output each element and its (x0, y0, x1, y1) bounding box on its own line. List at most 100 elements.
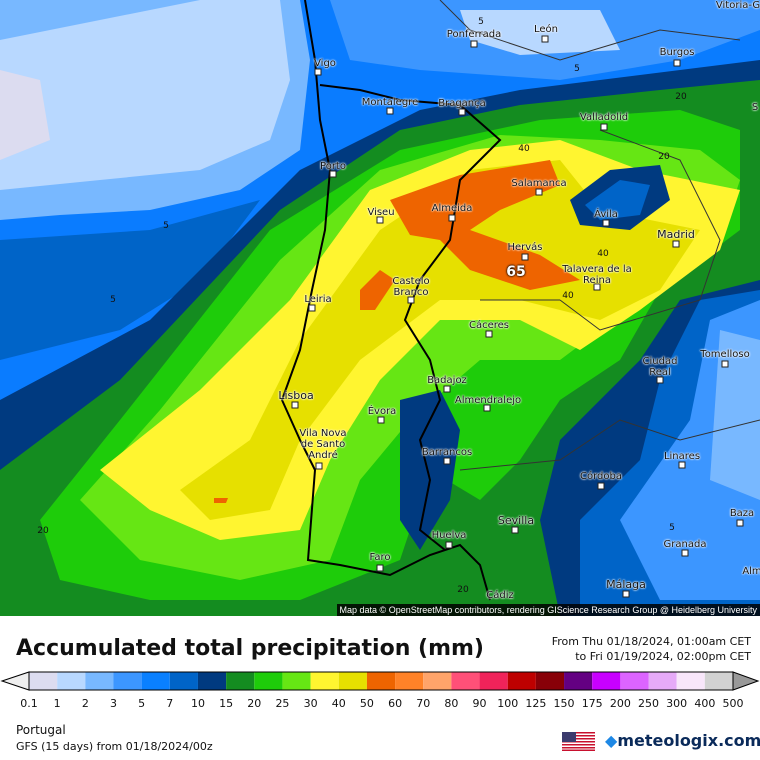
city-label: Málaga (606, 578, 646, 591)
city-label: Lisboa (278, 389, 314, 402)
city-marker (443, 385, 451, 393)
scale-tick-label: 50 (359, 697, 374, 710)
scale-swatch (451, 672, 480, 690)
scale-swatch (648, 672, 677, 690)
model-run-label: GFS (15 days) from 01/18/2024/00z (16, 740, 213, 753)
scale-tick-label: 7 (166, 697, 174, 710)
scale-tick-label: 70 (416, 697, 431, 710)
city-label: Hervás (507, 242, 543, 253)
city-label: Alm (742, 566, 760, 577)
scale-tick-label: 125 (525, 697, 547, 710)
city-label: Córdoba (580, 471, 622, 482)
city-label: Faro (369, 552, 391, 563)
scale-tick-label: 500 (722, 697, 744, 710)
scale-swatch (113, 672, 142, 690)
scale-swatch (564, 672, 593, 690)
scale-tick-label: 175 (581, 697, 603, 710)
city-label: Cáceres (468, 320, 510, 331)
city-marker (291, 401, 299, 409)
scale-swatch (507, 672, 536, 690)
scale-tick-label: 25 (275, 697, 290, 710)
city-label: Linares (663, 451, 701, 462)
scale-swatch (226, 672, 255, 690)
contour-label: 20 (658, 152, 670, 162)
contour-label: 5 (478, 17, 484, 27)
city-marker (308, 304, 316, 312)
color-scale (0, 671, 760, 691)
city-marker (470, 40, 478, 48)
color-scale-ticks: 0.1 1 2 3 5 7 10 15 20 25 30 40 50 60 70 80 90 100 125 150 1… (0, 697, 760, 711)
precipitation-map[interactable]: Vitoria-G Ponferrada León Vigo Burgos Mo… (0, 0, 760, 616)
contour-label: 5 (574, 64, 580, 74)
contour-label: 20 (457, 585, 469, 595)
scale-swatch (282, 672, 311, 690)
city-marker (448, 214, 456, 222)
period-from: From Thu 01/18/2024, 01:00am CET (551, 635, 751, 648)
city-label: Bragança (438, 98, 486, 109)
city-marker (597, 482, 605, 490)
scale-swatch (592, 672, 621, 690)
city-marker (541, 35, 549, 43)
city-label: Vitoria-G (715, 0, 760, 11)
scale-swatch (535, 672, 565, 690)
city-marker (314, 68, 322, 76)
city-label: Burgos (659, 47, 695, 58)
region-label: Portugal (16, 723, 66, 737)
city-label: Leiria (304, 294, 332, 305)
scale-swatch (704, 672, 733, 690)
city-label: Madrid (657, 228, 695, 241)
city-marker (458, 108, 466, 116)
scale-tick-label: 2 (81, 697, 89, 710)
scale-tick-label: 40 (331, 697, 346, 710)
scale-tick-label: 100 (497, 697, 519, 710)
city-marker (315, 462, 323, 470)
city-label: Castelo Branco (392, 276, 430, 298)
scale-swatch (254, 672, 283, 690)
city-label: Almeida (431, 203, 473, 214)
city-marker (443, 457, 451, 465)
city-marker (721, 360, 729, 368)
city-marker (600, 123, 608, 131)
scale-swatch (423, 672, 452, 690)
city-label: Cádiz (486, 590, 514, 601)
scale-tick-label: 400 (694, 697, 716, 710)
contour-label: 40 (562, 291, 574, 301)
scale-swatch (676, 672, 705, 690)
scale-swatch (57, 672, 86, 690)
scale-tick-label: 20 (247, 697, 262, 710)
scale-tick-label: 300 (666, 697, 688, 710)
city-marker (602, 219, 610, 227)
period-to: to Fri 01/19/2024, 02:00pm CET (575, 650, 751, 663)
scale-tick-label: 15 (219, 697, 234, 710)
city-label: Vigo (314, 58, 336, 69)
contour-label: 20 (675, 92, 687, 102)
city-label: Évora (367, 406, 397, 417)
city-marker (376, 216, 384, 224)
city-marker (521, 253, 529, 261)
city-marker (678, 461, 686, 469)
scale-tick-label: 150 (553, 697, 575, 710)
brand-name: meteologix.com (617, 731, 760, 750)
scale-tick-label: 30 (303, 697, 318, 710)
city-marker (622, 590, 630, 598)
scale-swatch (395, 672, 424, 690)
city-label: Tomelloso (700, 349, 750, 360)
scale-swatch (141, 672, 170, 690)
city-marker (535, 188, 543, 196)
scale-swatch (85, 672, 114, 690)
city-label: S (751, 102, 759, 113)
logo-drop-icon: ◆ (605, 731, 618, 750)
meteologix-logo[interactable]: ◆meteologix.com (605, 731, 760, 750)
scale-tick-label: 0.1 (20, 697, 38, 710)
scale-swatch (29, 672, 58, 690)
city-marker (377, 416, 385, 424)
scale-tick-label: 10 (190, 697, 205, 710)
city-marker (681, 549, 689, 557)
city-label: Granada (663, 539, 707, 550)
us-flag-icon[interactable] (562, 732, 595, 751)
scale-tick-label: 80 (444, 697, 459, 710)
city-label: Ciudad Real (642, 356, 678, 378)
city-marker (329, 170, 337, 178)
city-label: Baza (729, 508, 755, 519)
city-label: Porto (320, 161, 346, 172)
